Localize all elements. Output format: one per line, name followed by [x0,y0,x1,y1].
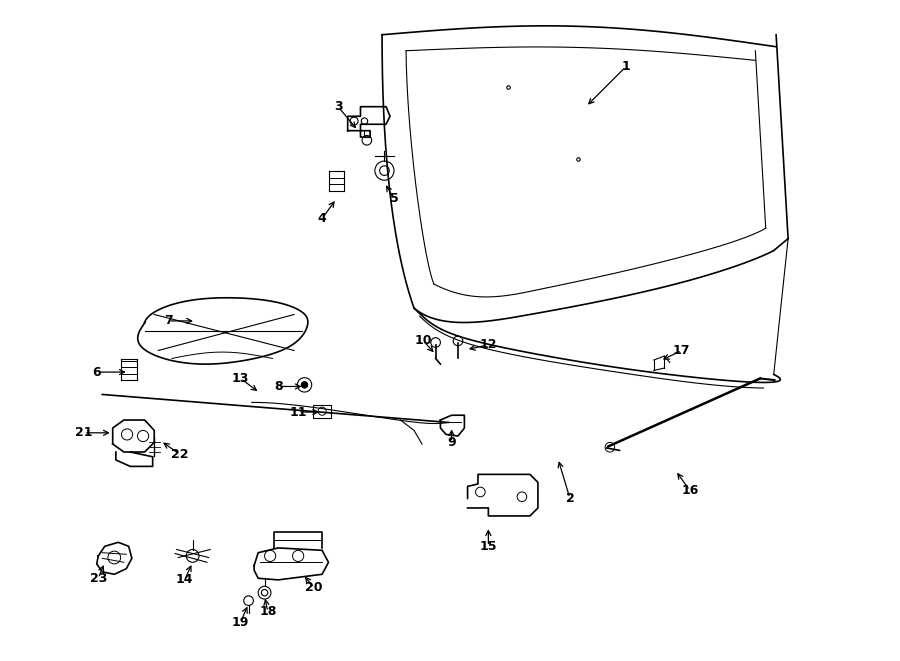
Text: 13: 13 [232,372,249,385]
Text: 4: 4 [318,212,327,225]
Text: 3: 3 [334,100,342,113]
Text: 11: 11 [290,406,307,418]
Text: 1: 1 [622,60,630,73]
Text: 8: 8 [274,380,283,393]
Text: 22: 22 [171,448,189,461]
Text: 14: 14 [176,573,194,586]
FancyBboxPatch shape [313,405,331,418]
Text: 18: 18 [259,605,276,618]
Text: 23: 23 [90,572,107,585]
Text: 6: 6 [93,366,101,379]
Text: 19: 19 [232,616,249,629]
Text: 20: 20 [305,582,323,594]
Text: 15: 15 [480,540,497,553]
Circle shape [302,381,308,388]
Text: 16: 16 [681,484,698,497]
Text: 7: 7 [165,315,173,327]
Text: 10: 10 [414,334,432,346]
Text: 9: 9 [447,436,456,449]
Text: 2: 2 [565,492,574,505]
Text: 17: 17 [673,344,690,357]
Text: 21: 21 [76,426,93,440]
Text: 12: 12 [480,338,497,352]
Text: 5: 5 [390,192,399,205]
